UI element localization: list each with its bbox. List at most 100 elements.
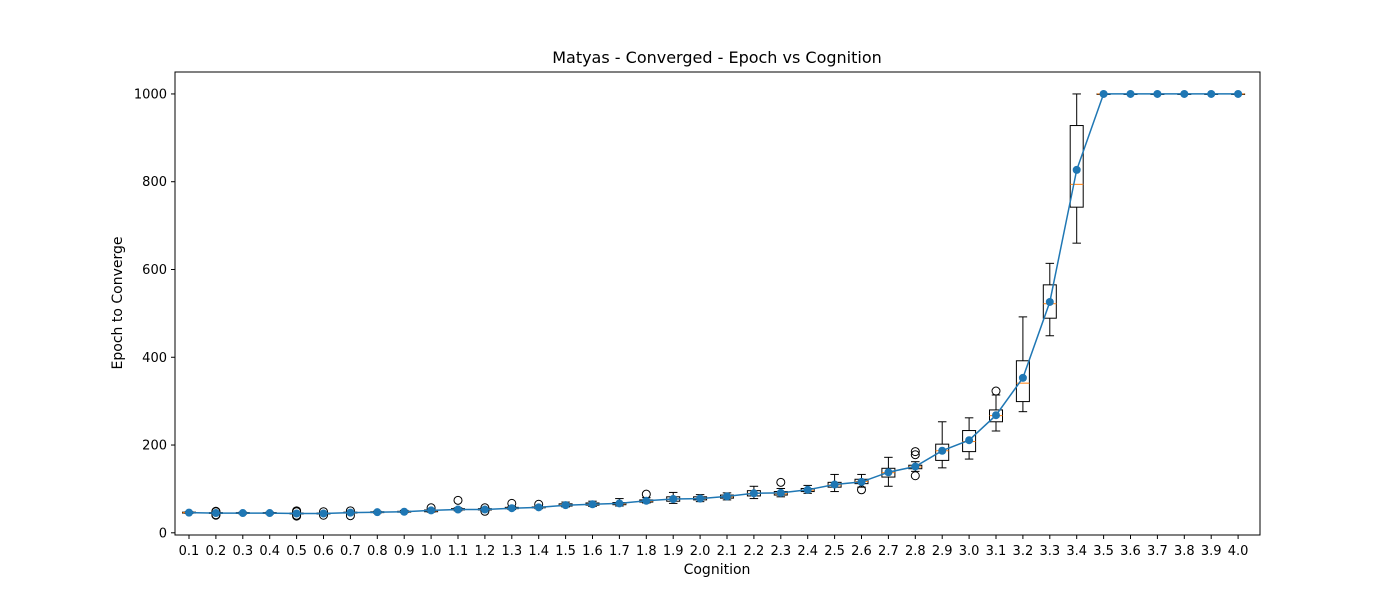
x-tick-label: 0.3 [232,544,253,559]
x-tick-label: 3.6 [1120,544,1141,559]
mean-point [857,477,866,486]
x-tick-label: 1.0 [421,544,442,559]
mean-point [319,509,328,518]
y-tick-label: 200 [142,439,167,454]
x-tick-label: 3.5 [1093,544,1114,559]
x-tick-label: 2.8 [905,544,926,559]
y-tick-label: 0 [159,526,167,541]
outlier-point [991,386,1001,396]
x-tick-label: 0.6 [313,544,334,559]
x-tick-label: 3.1 [986,544,1007,559]
outlier-point [776,477,786,487]
x-tick-label: 1.4 [528,544,549,559]
mean-point [669,495,678,504]
x-tick-label: 4.0 [1228,544,1249,559]
x-tick-label: 3.3 [1039,544,1060,559]
x-tick-label: 3.7 [1147,544,1168,559]
mean-point [561,501,570,510]
x-tick-label: 1.2 [475,544,496,559]
mean-point [1018,373,1027,382]
x-tick-label: 2.2 [744,544,765,559]
mean-point [534,503,543,512]
mean-point [185,508,193,517]
mean-point [1045,297,1054,306]
x-tick-label: 0.9 [394,544,415,559]
mean-point [992,411,1000,420]
iqr-box [1042,284,1057,319]
x-tick-label: 1.1 [448,544,469,559]
mean-point [830,480,839,489]
x-axis-label: Cognition [684,562,751,578]
x-tick-label: 3.0 [959,544,980,559]
iqr-box [935,443,950,461]
mean-point [480,505,489,514]
mean-point [1099,89,1108,98]
y-tick-label: 400 [142,351,167,366]
mean-point [1072,165,1081,174]
x-tick-label: 0.4 [259,544,280,559]
mean-point [723,492,731,501]
mean-point [1126,89,1135,98]
mean-point [1153,89,1162,98]
x-tick-label: 3.2 [1013,544,1034,559]
mean-point [615,499,624,508]
mean-point [803,485,812,494]
mean-point [1207,89,1216,98]
mean-point [588,500,597,509]
x-tick-label: 2.6 [851,544,872,559]
mean-point [749,489,758,498]
mean-point [1180,89,1189,98]
box-2.9 [935,421,950,469]
x-tick-label: 0.2 [206,544,227,559]
mean-point [265,509,274,518]
x-tick-label: 2.5 [824,544,845,559]
box-3.1 [989,386,1003,432]
iqr-box [1015,360,1030,403]
x-tick-label: 1.8 [636,544,657,559]
box-3.4 [1069,93,1084,244]
outlier-point [910,471,920,481]
x-tick-label: 2.1 [717,544,738,559]
x-tick-label: 2.3 [770,544,791,559]
x-tick-label: 1.5 [555,544,576,559]
x-tick-label: 3.8 [1174,544,1195,559]
plot-frame [174,71,1261,536]
y-axis: 0 200 400 600 800 1000 [134,87,175,541]
y-tick-label: 800 [142,175,167,190]
y-axis-label: Epoch to Converge [110,237,126,370]
mean-point [696,494,705,503]
mean-point [965,436,974,445]
outlier-point [910,447,920,457]
x-tick-label: 0.8 [367,544,388,559]
x-tick-label: 2.4 [797,544,818,559]
x-tick-label: 0.5 [286,544,307,559]
mean-point [427,506,436,515]
mean-point [211,509,220,518]
x-tick-label: 3.9 [1201,544,1222,559]
x-tick-label: 1.7 [609,544,630,559]
x-tick-label: 0.1 [179,544,200,559]
mean-point [373,508,382,517]
x-tick-label: 2.7 [878,544,899,559]
mean-point [346,508,355,517]
mean-point [938,446,947,455]
mean-point [400,507,409,516]
x-tick-label: 0.7 [340,544,361,559]
chart-title: Matyas - Converged - Epoch vs Cognition [552,48,882,67]
x-tick-label: 1.9 [663,544,684,559]
y-tick-label: 1000 [134,87,167,102]
x-tick-label: 1.6 [582,544,603,559]
x-tick-label: 2.0 [690,544,711,559]
plot-area [182,89,1246,521]
x-tick-label: 2.9 [932,544,953,559]
outlier-point [910,450,920,460]
iqr-box [1069,125,1084,208]
y-tick-label: 600 [142,263,167,278]
outlier-point [453,495,463,505]
x-tick-label: 3.4 [1066,544,1087,559]
x-tick-label: 1.3 [501,544,522,559]
mean-point [454,505,462,514]
x-axis: 0.1 0.2 0.3 0.4 0.5 0.6 0.7 0.8 0.9 1.0 1.1 1.2 1.3 1… [179,535,1249,559]
mean-point [911,462,920,471]
